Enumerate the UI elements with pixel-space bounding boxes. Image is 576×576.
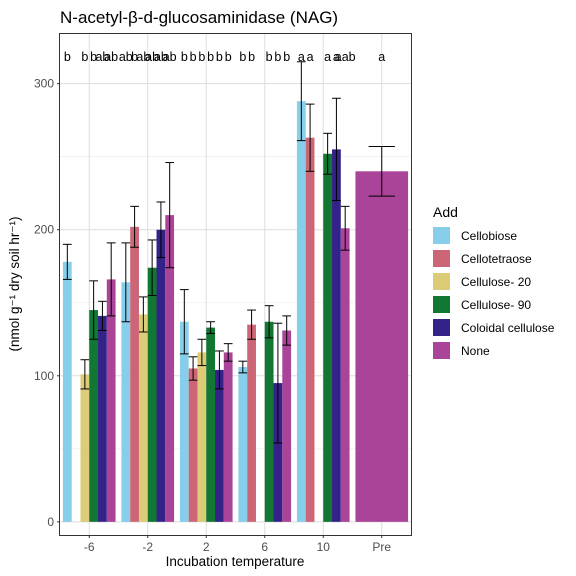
legend-label: Cellobiose: [461, 229, 517, 243]
y-tick-label: 100: [34, 369, 54, 383]
significance-letter: b: [81, 50, 88, 64]
significance-letter: ab: [119, 50, 133, 64]
bar: [121, 282, 131, 522]
bar: [165, 215, 175, 522]
significance-letter: b: [190, 50, 197, 64]
significance-letter: b: [207, 50, 214, 64]
significance-letter: b: [198, 50, 205, 64]
x-tick-label: 10: [317, 540, 331, 554]
x-tick-label: Pre: [372, 540, 391, 554]
bar: [282, 330, 292, 522]
significance-letter: ab: [95, 50, 109, 64]
bar: [147, 267, 157, 522]
bar: [130, 226, 139, 522]
legend-key: [433, 273, 450, 290]
bar: [238, 367, 248, 522]
significance-letter: b: [248, 50, 255, 64]
legend-key: [433, 250, 450, 267]
significance-letter: a: [307, 50, 314, 64]
legend-key: [433, 319, 450, 336]
x-axis-title: Incubation temperature: [166, 554, 305, 569]
significance-letter: ab: [145, 50, 159, 64]
significance-letter: a: [378, 50, 385, 64]
legend-label: Cellotetraose: [461, 252, 532, 266]
significance-letter: ab: [104, 50, 118, 64]
significance-letter: b: [216, 50, 223, 64]
x-tick-label: 6: [261, 540, 268, 554]
bar: [206, 327, 216, 522]
significance-letter: a: [333, 50, 340, 64]
legend-label: Coloidal cellulose: [461, 321, 555, 335]
significance-letter: a: [298, 50, 305, 64]
chart-title: N-acetyl-β-d-glucosaminidase (NAG): [60, 8, 338, 27]
x-tick-label: -2: [142, 540, 153, 554]
significance-letter: b: [90, 50, 97, 64]
significance-letter: ab: [154, 50, 168, 64]
significance-letter: b: [181, 50, 188, 64]
x-tick-label: -6: [84, 540, 95, 554]
legend: Cellobiose Cellotetraose Cellulose- 20 Cell…: [433, 227, 555, 359]
axes: 0 100 200 300 -6 -2 2 6 10 Pre: [34, 77, 391, 554]
significance-letter: ab: [136, 50, 150, 64]
y-tick-label: 300: [34, 77, 54, 91]
bar: [89, 310, 99, 522]
bar: [156, 229, 166, 522]
bar: [197, 352, 207, 522]
bar: [264, 321, 274, 522]
bar: [62, 261, 72, 522]
significance-letter: b: [266, 50, 273, 64]
bar: [138, 314, 148, 522]
significance-letter: ab: [163, 50, 177, 64]
bar: [188, 368, 198, 522]
bar: [296, 101, 306, 522]
plot-panel-border: [59, 33, 412, 536]
bar: [215, 369, 224, 522]
legend-key: [433, 296, 450, 313]
significance-letter: b: [64, 50, 71, 64]
legend-title: Add: [433, 204, 458, 220]
bar: [106, 279, 116, 522]
legend-label: Cellulose- 90: [461, 298, 531, 312]
bars: [62, 61, 409, 522]
significance-letter: b: [283, 50, 290, 64]
significance-letter: aab: [335, 50, 356, 64]
bar: [323, 153, 333, 522]
bar: [247, 324, 256, 522]
significance-letter: b: [239, 50, 246, 64]
y-tick-label: 0: [47, 515, 54, 529]
bar: [80, 374, 90, 522]
significance-letter: b: [131, 50, 138, 64]
bar: [98, 315, 107, 522]
bar: [179, 321, 189, 522]
significance-letter: b: [274, 50, 281, 64]
x-tick-label: 2: [203, 540, 210, 554]
legend-key: [433, 227, 450, 244]
bar: [273, 383, 283, 522]
legend-label: None: [461, 344, 490, 358]
y-axis-title: (nmol g⁻¹ dry soil hr⁻¹): [7, 216, 22, 351]
bar: [332, 149, 341, 522]
bar: [355, 171, 409, 522]
y-tick-label: 200: [34, 223, 54, 237]
legend-key: [433, 342, 450, 359]
bar: [305, 137, 315, 522]
bar: [340, 228, 350, 522]
significance-letter: b: [225, 50, 232, 64]
significance-letter: a: [324, 50, 331, 64]
bar: [223, 352, 233, 522]
legend-label: Cellulose- 20: [461, 275, 531, 289]
